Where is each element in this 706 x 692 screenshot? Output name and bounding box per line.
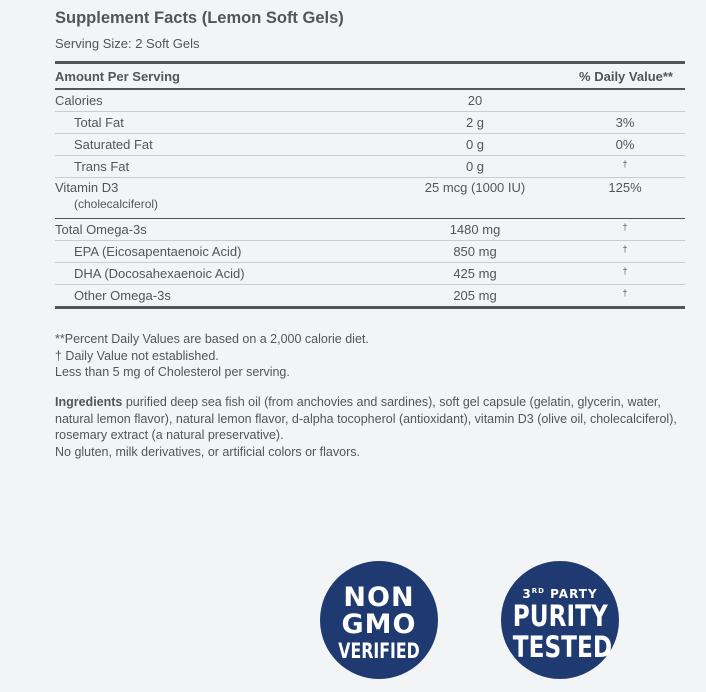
badge-text: NON — [343, 582, 415, 613]
daily-value-header: % Daily Value** — [565, 62, 685, 90]
nutrient-name: Calories — [55, 89, 385, 112]
nutrient-name: Trans Fat — [55, 155, 385, 178]
nutrient-dv — [565, 89, 685, 112]
badge-text: VERIFIED — [338, 639, 420, 663]
footnote: **Percent Daily Values are based on a 2,… — [55, 332, 369, 346]
nutrient-amount: 25 mcg (1000 IU) — [385, 177, 565, 219]
badge-text: 3RD PARTY — [522, 587, 598, 601]
third-party-purity-tested-badge: 3RD PARTY PURITY TESTED — [501, 561, 619, 679]
non-gmo-verified-badge: NON GMO VERIFIED — [320, 561, 438, 679]
nutrient-dv: † — [622, 288, 628, 298]
badge-text: GMO — [341, 609, 417, 640]
table-row: Total Fat 2 g 3% — [55, 111, 685, 134]
nutrient-amount: 0 g — [385, 133, 565, 156]
nutrient-amount: 205 mg — [453, 288, 497, 303]
ingredients-text: purified deep sea fish oil (from anchovi… — [55, 395, 677, 442]
table-row: DHA (Docosahexaenoic Acid) 425 mg † — [55, 262, 685, 285]
badge-text: PURITY — [512, 599, 608, 633]
serving-size: Serving Size: 2 Soft Gels — [55, 36, 200, 51]
nutrient-dv: † — [622, 222, 628, 232]
allergen-note: No gluten, milk derivatives, or artifici… — [55, 444, 360, 459]
nutrient-dv: 3% — [565, 111, 685, 134]
table-row: Saturated Fat 0 g 0% — [55, 133, 685, 156]
table-row: Vitamin D3 (cholecalciferol) 25 mcg (1000 … — [55, 177, 685, 219]
table-row: Other Omega-3s 205 mg † — [55, 285, 685, 308]
nutrient-amount: 1480 mg — [385, 218, 565, 241]
table-row: Total Omega-3s 1480 mg † — [55, 218, 685, 241]
footnotes: **Percent Daily Values are based on a 2,… — [55, 331, 695, 381]
supplement-facts-table: Amount Per Serving % Daily Value** Calor… — [55, 61, 685, 309]
nutrient-dv: † — [622, 266, 628, 276]
amount-per-serving-header: Amount Per Serving — [55, 62, 565, 90]
nutrient-name: Total Omega-3s — [55, 218, 385, 241]
nutrient-amount: 425 mg — [385, 262, 565, 285]
nutrient-amount: 20 — [385, 89, 565, 112]
nutrient-name: Other Omega-3s — [74, 288, 171, 303]
nutrient-name: Vitamin D3 — [55, 180, 119, 195]
table-row: EPA (Eicosapentaenoic Acid) 850 mg † — [55, 240, 685, 263]
ingredients: Ingredients purified deep sea fish oil (… — [55, 394, 695, 460]
table-row: Trans Fat 0 g † — [55, 155, 685, 178]
nutrient-amount: 0 g — [385, 155, 565, 178]
footnote: † Daily Value not established. — [55, 348, 219, 363]
nutrient-dv: 0% — [565, 133, 685, 156]
nutrient-amount: 2 g — [385, 111, 565, 134]
nutrient-dv: † — [622, 159, 628, 169]
page-title: Supplement Facts (Lemon Soft Gels) — [55, 9, 344, 27]
table-row: Calories 20 — [55, 89, 685, 112]
badge-text: TESTED — [512, 630, 613, 664]
nutrient-amount: 850 mg — [385, 240, 565, 263]
nutrient-dv: 125% — [565, 177, 685, 219]
nutrient-name: Saturated Fat — [55, 133, 385, 156]
ingredients-label: Ingredients — [55, 395, 123, 409]
table-header: Amount Per Serving % Daily Value** — [55, 62, 685, 90]
nutrient-subname: (cholecalciferol) — [74, 197, 159, 211]
footnote: Less than 5 mg of Cholesterol per servin… — [55, 365, 290, 379]
nutrient-name: EPA (Eicosapentaenoic Acid) — [55, 240, 385, 263]
nutrient-name: Total Fat — [55, 111, 385, 134]
nutrient-name: DHA (Docosahexaenoic Acid) — [55, 262, 385, 285]
nutrient-dv: † — [622, 244, 628, 254]
